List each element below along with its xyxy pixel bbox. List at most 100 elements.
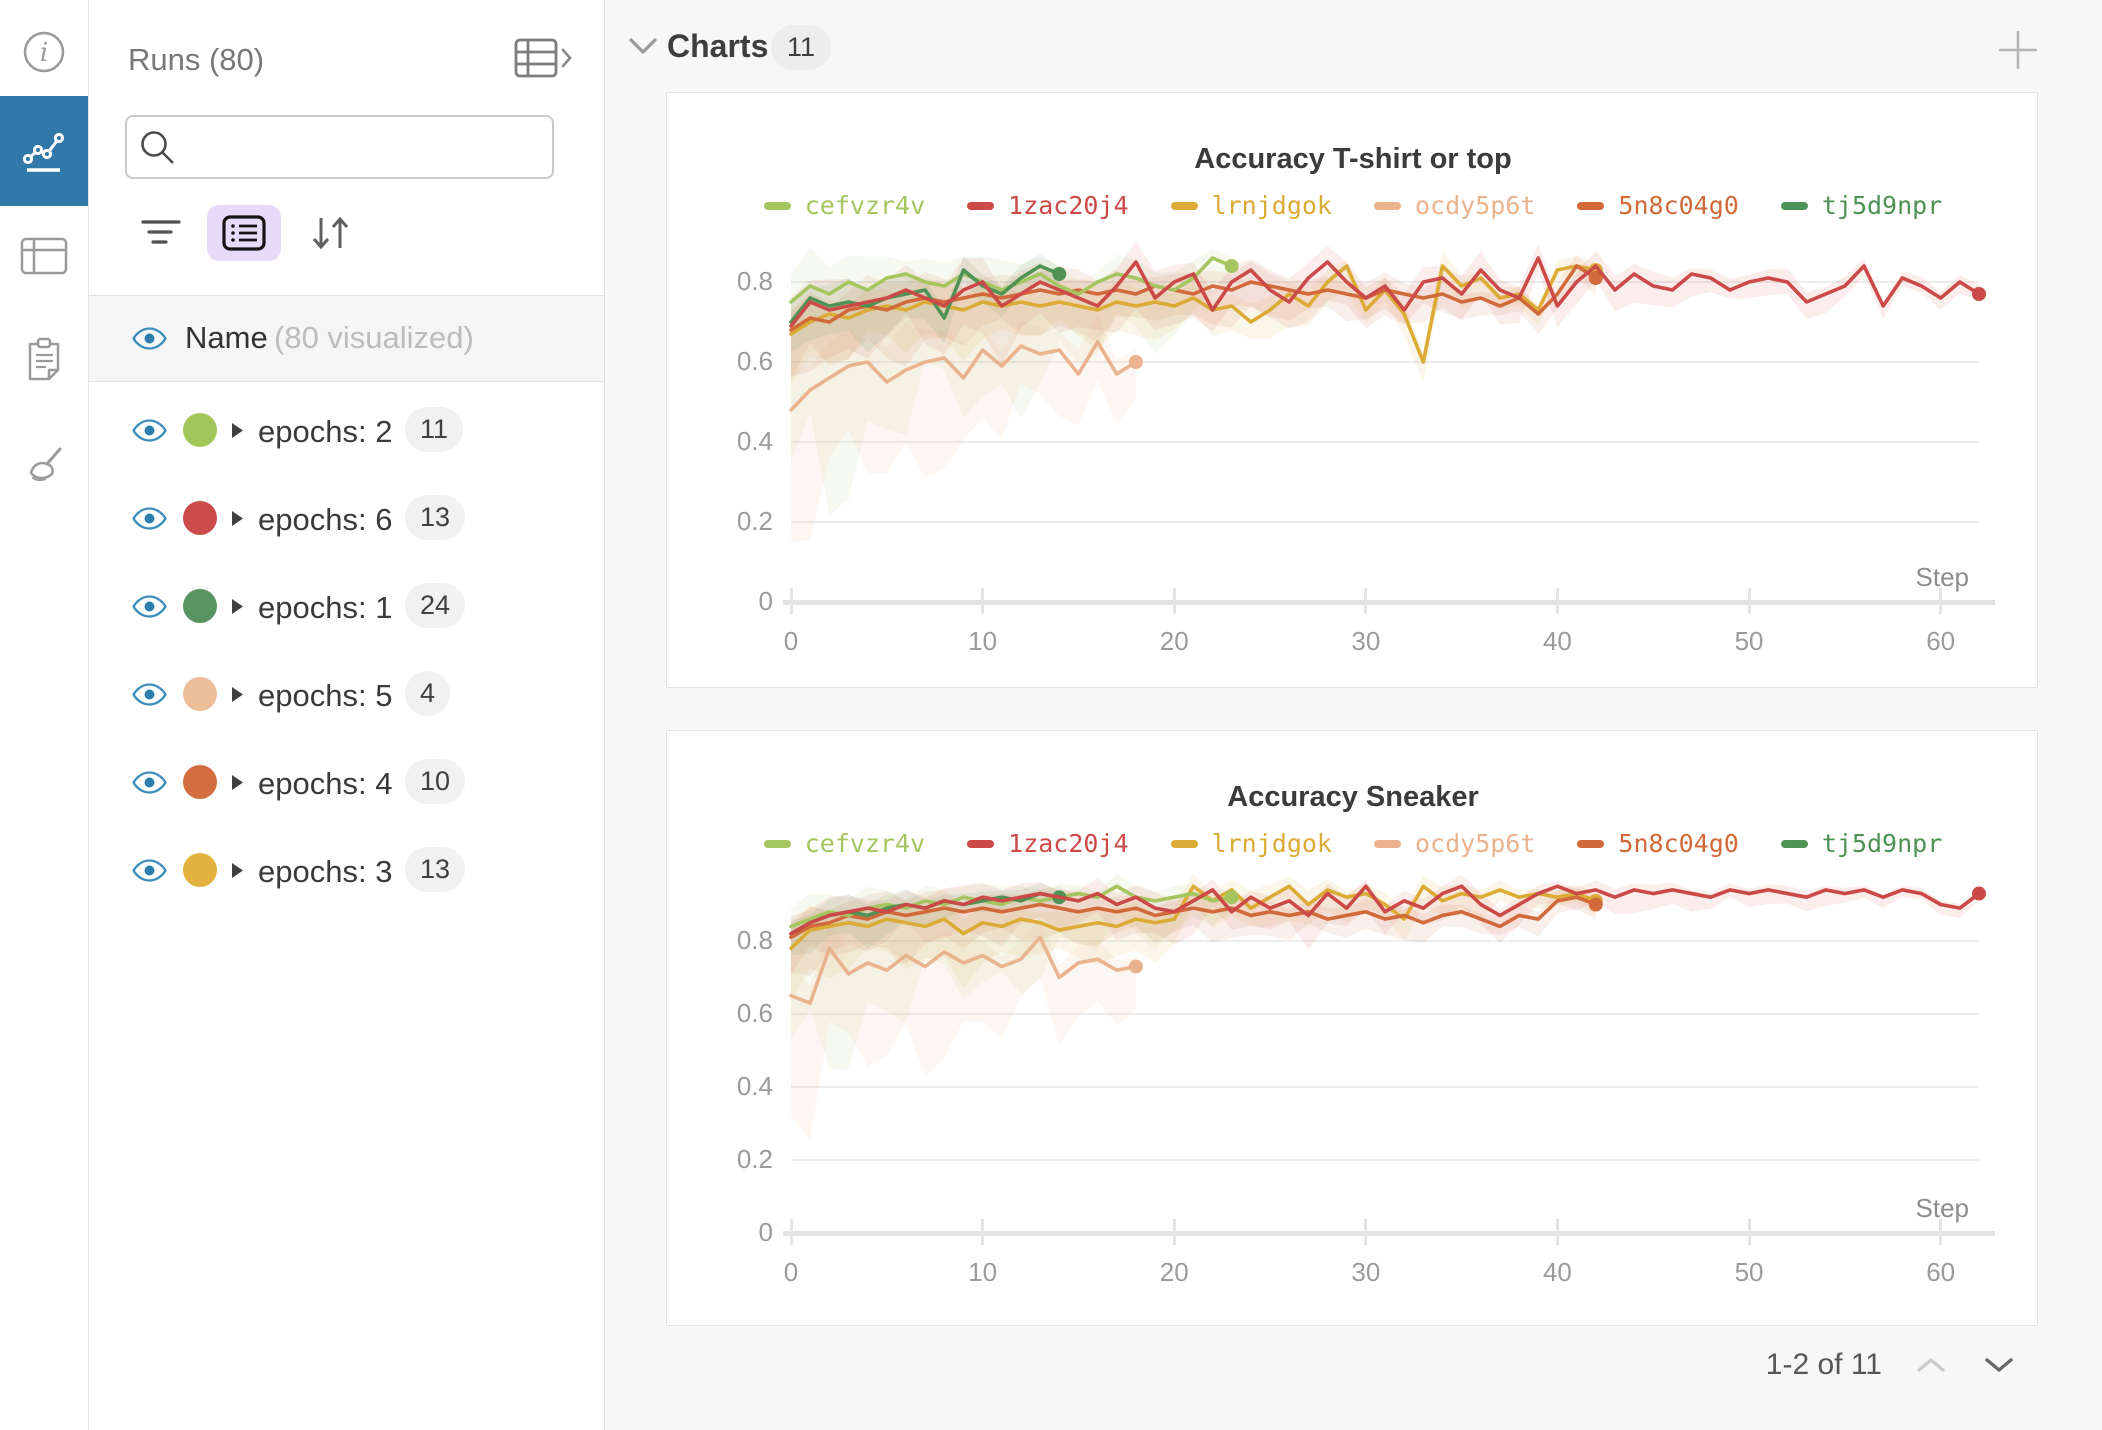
x-tick-label: 50: [1734, 1257, 1764, 1287]
charts-section-title: Charts: [667, 28, 769, 64]
run-color-dot[interactable]: [183, 853, 217, 887]
series-end-point[interactable]: [1052, 267, 1067, 281]
run-group-row[interactable]: epochs: 3 13: [89, 826, 604, 914]
eye-icon[interactable]: [132, 327, 167, 350]
legend-item[interactable]: cefvzr4v: [763, 191, 925, 220]
series-line[interactable]: [789, 935, 1138, 1005]
series-end-point[interactable]: [1224, 890, 1239, 905]
x-tick-label: 10: [968, 626, 998, 656]
series-line[interactable]: [789, 264, 1062, 324]
legend-item[interactable]: lrnjdgok: [1170, 191, 1332, 220]
rail-charts-button[interactable]: [0, 96, 88, 206]
pagination-label: 1-2 of 11: [1765, 1348, 1882, 1381]
legend-item[interactable]: lrnjdgok: [1170, 829, 1332, 858]
series-end-point[interactable]: [1588, 897, 1603, 912]
eye-icon[interactable]: [132, 859, 167, 882]
legend-swatch: [1170, 201, 1198, 210]
series-minmax-band: [791, 874, 1979, 976]
series-line[interactable]: [789, 884, 1981, 936]
series-minmax-band: [791, 919, 1136, 1141]
expand-runs-table-button[interactable]: [512, 34, 574, 82]
x-axis-tick: [1747, 1219, 1751, 1245]
legend-item[interactable]: 1zac20j4: [967, 191, 1129, 220]
run-color-dot[interactable]: [183, 501, 217, 535]
eye-icon[interactable]: [132, 507, 167, 530]
filter-runs-button[interactable]: [133, 205, 189, 261]
run-color-dot[interactable]: [183, 589, 217, 623]
series-minmax-band: [791, 250, 1596, 383]
chart-panel[interactable]: Accuracy Sneaker cefvzr4v 1zac20j4 lrnjdgok…: [666, 730, 2038, 1326]
run-group-row[interactable]: epochs: 1 24: [89, 562, 604, 650]
rail-sweeps-button[interactable]: [0, 420, 88, 516]
legend-run-name: lrnjdgok: [1211, 829, 1332, 858]
chevron-down-icon: [1985, 1358, 2013, 1372]
series-end-point[interactable]: [1972, 287, 1986, 301]
expand-caret-icon[interactable]: [230, 597, 245, 616]
run-group-row[interactable]: epochs: 5 4: [89, 650, 604, 738]
svg-text:i: i: [40, 38, 48, 68]
run-group-row[interactable]: epochs: 6 13: [89, 474, 604, 562]
series-line[interactable]: [789, 256, 1981, 328]
legend-run-name: 5n8c04g0: [1618, 829, 1739, 858]
line-chart-icon: [18, 125, 70, 177]
series-end-point[interactable]: [1128, 355, 1143, 369]
sort-runs-button[interactable]: [303, 203, 359, 263]
series-line[interactable]: [789, 884, 1598, 951]
legend-item[interactable]: 1zac20j4: [967, 829, 1129, 858]
series-end-point[interactable]: [1224, 259, 1239, 273]
info-icon: i: [20, 28, 68, 76]
x-axis-tick: [1747, 588, 1751, 614]
expand-caret-icon[interactable]: [230, 861, 245, 880]
legend-swatch: [1780, 201, 1808, 210]
rail-logs-button[interactable]: [0, 312, 88, 408]
legend-item[interactable]: 5n8c04g0: [1577, 829, 1739, 858]
legend-item[interactable]: ocdy5p6t: [1374, 191, 1535, 220]
series-end-point[interactable]: [1128, 959, 1143, 974]
group-runs-button[interactable]: [207, 205, 281, 261]
eye-icon[interactable]: [132, 683, 167, 706]
legend-item[interactable]: ocdy5p6t: [1374, 829, 1535, 858]
runs-search-input[interactable]: [125, 115, 554, 179]
x-axis-tick: [1939, 1219, 1943, 1245]
icon-rail: i: [0, 0, 89, 1430]
run-color-dot[interactable]: [183, 413, 217, 447]
eye-icon[interactable]: [132, 771, 167, 794]
chevron-down-icon[interactable]: [627, 37, 659, 57]
expand-caret-icon[interactable]: [230, 421, 245, 440]
chevron-up-icon: [1917, 1358, 1945, 1372]
run-color-dot[interactable]: [183, 765, 217, 799]
add-panel-button[interactable]: [1994, 26, 2042, 74]
series-line[interactable]: [789, 264, 1598, 364]
x-axis-line: [783, 600, 1995, 605]
run-group-row[interactable]: epochs: 2 11: [89, 386, 604, 474]
chart-title: Accuracy Sneaker: [1227, 781, 1479, 813]
x-tick-label: 10: [968, 1257, 998, 1287]
legend-item[interactable]: 5n8c04g0: [1577, 191, 1739, 220]
eye-icon[interactable]: [132, 595, 167, 618]
legend-item[interactable]: tj5d9npr: [1780, 191, 1942, 220]
run-color-dot[interactable]: [183, 677, 217, 711]
rail-info-button[interactable]: i: [0, 4, 88, 100]
expand-caret-icon[interactable]: [230, 685, 245, 704]
chart-plot-area[interactable]: [789, 202, 1986, 602]
runs-panel-title: Runs (80): [128, 42, 265, 77]
series-end-point[interactable]: [1588, 271, 1603, 285]
expand-caret-icon[interactable]: [230, 773, 245, 792]
runs-visibility-header-row[interactable]: Name (80 visualized): [89, 295, 604, 382]
legend-item[interactable]: tj5d9npr: [1780, 829, 1942, 858]
eye-icon[interactable]: [132, 419, 167, 442]
legend-item[interactable]: cefvzr4v: [763, 829, 925, 858]
rail-tables-button[interactable]: [0, 208, 88, 304]
next-page-button[interactable]: [1980, 1348, 2018, 1382]
series-end-point[interactable]: [1972, 886, 1986, 901]
legend-swatch: [1374, 839, 1401, 848]
series-line[interactable]: [789, 340, 1138, 412]
expand-caret-icon[interactable]: [230, 509, 245, 528]
x-tick-label: 60: [1926, 626, 1956, 656]
chart-plot-area[interactable]: [789, 868, 1986, 1233]
previous-page-button[interactable]: [1912, 1348, 1950, 1382]
chart-panel[interactable]: Accuracy T-shirt or top cefvzr4v 1zac20j4 l…: [666, 92, 2038, 688]
run-group-row[interactable]: epochs: 4 10: [89, 738, 604, 826]
series-line[interactable]: [789, 895, 1598, 940]
series-minmax-band: [791, 241, 1979, 377]
